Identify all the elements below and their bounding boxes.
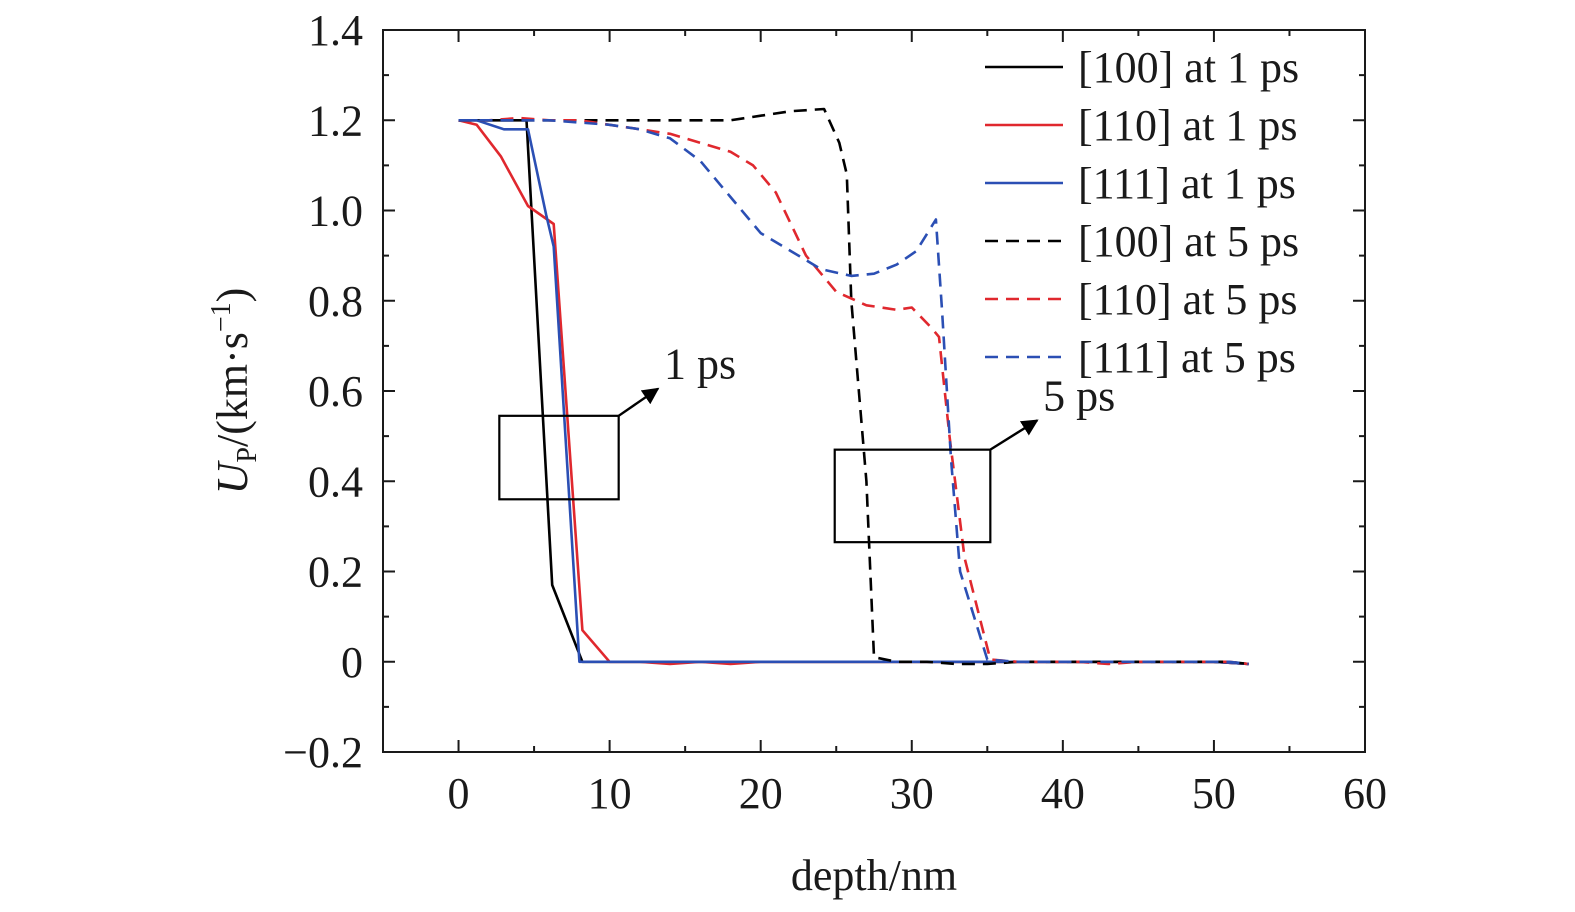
annotation-label-1: 1 ps: [664, 340, 736, 389]
annotation-arrow-2: [989, 419, 1039, 451]
x-tick-label: 0: [448, 769, 470, 818]
y-axis-label-main: U: [208, 459, 257, 494]
legend-label-5: [110] at 5 ps: [1078, 275, 1298, 324]
y-axis-label-rest: /(km·s: [208, 332, 257, 447]
x-tick-label: 30: [890, 769, 934, 818]
legend-label-2: [110] at 1 ps: [1078, 101, 1298, 150]
y-tick-label: 0.4: [308, 457, 363, 506]
series-line-6: [458, 119, 1249, 666]
y-axis-label-sup: −1: [206, 302, 237, 332]
y-tick-label: 1.0: [308, 187, 363, 236]
series-layer: [458, 107, 1249, 666]
x-tick-label: 10: [588, 769, 632, 818]
y-tick-label: −0.2: [283, 728, 363, 777]
legend-label-3: [111] at 1 ps: [1078, 159, 1296, 208]
annotation-label-2: 5 ps: [1043, 371, 1115, 420]
x-axis-label: depth/nm: [791, 851, 957, 900]
x-tick-label: 60: [1343, 769, 1387, 818]
legend-label-6: [111] at 5 ps: [1078, 333, 1296, 382]
x-tick-label: 50: [1192, 769, 1236, 818]
x-tick-label: 40: [1041, 769, 1085, 818]
legend-label-1: [100] at 1 ps: [1078, 43, 1299, 92]
y-axis-label: UP/(km·s−1): [206, 288, 263, 495]
y-tick-label: 0: [341, 638, 363, 687]
y-axis-label-close: ): [208, 288, 257, 303]
x-tick-label: 20: [739, 769, 783, 818]
y-tick-label: 0.2: [308, 548, 363, 597]
y-tick-label: 1.2: [308, 96, 363, 145]
y-tick-label: 0.6: [308, 367, 363, 416]
series-line-4: [458, 107, 1249, 666]
y-tick-label: 0.8: [308, 277, 363, 326]
legend-label-4: [100] at 5 ps: [1078, 217, 1299, 266]
annotation-box-1: [498, 414, 620, 501]
axis-ticks: [382, 29, 1366, 753]
tick-labels: 0 10 20 30 40 50 60 −0.2 0 0.2 0.4 0.6 0.8 1.0 1.2 1.4: [283, 6, 1387, 818]
annotation-arrow-1: [617, 387, 660, 417]
y-tick-label: 1.4: [308, 6, 363, 55]
y-axis-label-sub: P: [232, 447, 263, 463]
annotations: 1 ps 5 ps: [498, 340, 1115, 544]
annotation-box-2: [833, 448, 992, 544]
legend: [100] at 1 ps [110] at 1 ps [111] at 1 ps […: [985, 43, 1299, 382]
